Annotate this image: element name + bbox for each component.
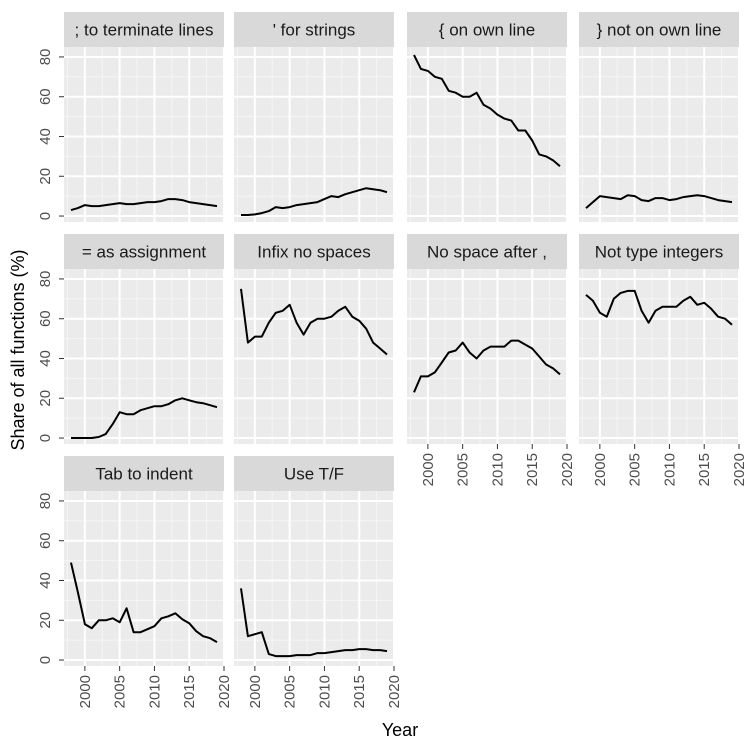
- facet-strip: [579, 12, 739, 47]
- y-tick-label: 40: [37, 572, 54, 589]
- facet-panel: ; to terminate lines: [64, 12, 225, 222]
- x-tick-label: 2005: [455, 453, 472, 486]
- facet-strip: [407, 234, 567, 269]
- facet-panel: Infix no spaces: [234, 234, 395, 444]
- facet-panel: Tab to indent: [64, 456, 225, 666]
- series-line: [70, 198, 218, 212]
- panel-background: [234, 47, 394, 222]
- facet-strip-label: ; to terminate lines: [75, 21, 214, 40]
- x-tick-label: 2005: [282, 675, 299, 708]
- x-axis-ticks: 2000 2005 2010 2015 2020 2000 2005 2010 2015 2020…: [77, 444, 748, 708]
- x-tick-label: 2000: [592, 453, 609, 486]
- y-tick-label: 40: [37, 350, 54, 367]
- facet-panel: Use T/F: [234, 456, 395, 666]
- y-tick-label: 20: [37, 168, 54, 185]
- x-tick-label: 2000: [247, 675, 264, 708]
- facet-strip-label: Not type integers: [595, 243, 724, 262]
- y-tick-label: 80: [37, 493, 54, 510]
- panel-background: [234, 491, 394, 666]
- y-tick-label: 20: [37, 612, 54, 629]
- x-tick-label: 2000: [420, 453, 437, 486]
- x-tick-label: 2010: [661, 453, 678, 486]
- x-tick-label: 2020: [216, 675, 233, 708]
- facet-strip: [234, 234, 394, 269]
- facet-strip-label: { on own line: [439, 21, 535, 40]
- facet-panel: Not type integers: [579, 234, 740, 444]
- series-line: [70, 562, 218, 643]
- panel-background: [579, 269, 739, 444]
- x-tick-label: 2010: [316, 675, 333, 708]
- panel-background: [579, 47, 739, 222]
- x-tick-label: 2020: [386, 675, 403, 708]
- y-tick-label: 80: [37, 271, 54, 288]
- x-tick-label: 2020: [559, 453, 576, 486]
- facet-strip: [407, 12, 567, 47]
- y-axis-title: Share of all functions (%): [8, 249, 28, 450]
- facet-strip: [64, 456, 224, 491]
- x-tick-label: 2005: [112, 675, 129, 708]
- facet-panel: No space after ,: [407, 234, 568, 444]
- facet-strip-label: ' for strings: [273, 21, 356, 40]
- series-line: [413, 54, 561, 168]
- y-tick-label: 80: [37, 49, 54, 66]
- y-tick-label: 60: [37, 88, 54, 105]
- facet-panel: { on own line: [407, 12, 568, 222]
- x-axis-title: Year: [382, 720, 418, 740]
- x-tick-label: 2015: [181, 675, 198, 708]
- y-tick-label: 0: [37, 212, 54, 220]
- facet-strip-label: No space after ,: [427, 243, 547, 262]
- y-tick-label: 0: [37, 434, 54, 442]
- facet-strip-label: Use T/F: [284, 465, 344, 484]
- y-axis-ticks: 0 20 40 60 80 0 20 40 60 80 0 20 40 60 80: [37, 49, 64, 664]
- x-tick-label: 2010: [489, 453, 506, 486]
- facet-strip: [234, 456, 394, 491]
- facet-strip-label: Tab to indent: [95, 465, 193, 484]
- x-tick-label: 2015: [524, 453, 541, 486]
- facet-strip-label: } not on own line: [597, 21, 722, 40]
- panel-background: [234, 269, 394, 444]
- series-line: [585, 289, 733, 326]
- series-line: [241, 187, 388, 216]
- y-tick-label: 0: [37, 656, 54, 664]
- facet-strip: [234, 12, 394, 47]
- x-tick-label: 2010: [146, 675, 163, 708]
- series-line: [585, 194, 733, 209]
- x-tick-label: 2015: [351, 675, 368, 708]
- panel-background: [64, 269, 224, 444]
- series-line: [240, 588, 388, 658]
- x-tick-label: 2005: [627, 453, 644, 486]
- x-tick-label: 2020: [731, 453, 748, 486]
- facet-panel: } not on own line: [579, 12, 740, 222]
- y-tick-label: 60: [37, 310, 54, 327]
- y-tick-label: 20: [37, 390, 54, 407]
- y-tick-label: 60: [37, 532, 54, 549]
- facet-panel: = as assignment: [64, 234, 225, 444]
- series-line: [71, 397, 218, 439]
- facet-panel: ' for strings: [234, 12, 395, 222]
- series-line: [413, 339, 561, 393]
- panel-background: [64, 491, 224, 666]
- facet-strip: [579, 234, 739, 269]
- facet-strip: [64, 234, 224, 269]
- panel-background: [64, 47, 224, 222]
- facet-strip-label: = as assignment: [82, 243, 207, 262]
- facet-strip-label: Infix no spaces: [257, 243, 370, 262]
- x-tick-label: 2015: [696, 453, 713, 486]
- series-line: [240, 288, 388, 356]
- y-tick-label: 40: [37, 128, 54, 145]
- x-tick-label: 2000: [77, 675, 94, 708]
- facet-panels: ; to terminate lines ' for strings { on ow…: [64, 12, 740, 666]
- facet-strip: [64, 12, 224, 47]
